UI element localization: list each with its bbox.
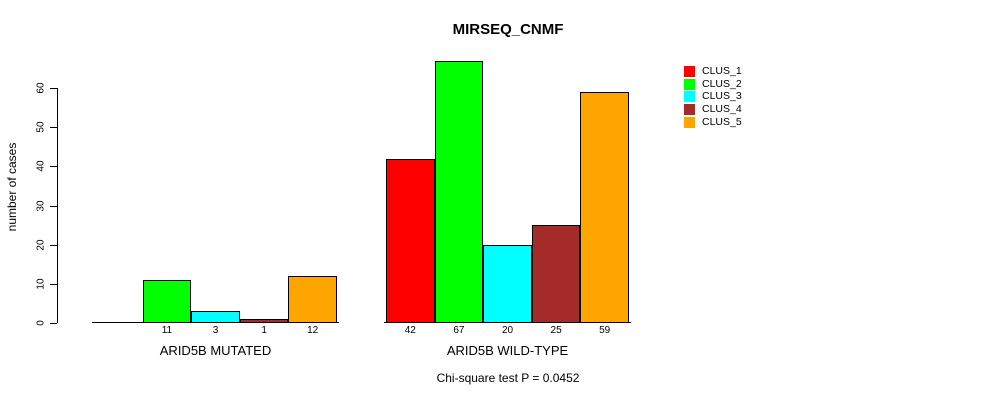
bar-clus_3	[483, 244, 532, 323]
y-tick-label: 40	[35, 160, 47, 172]
y-tick-label: 50	[35, 121, 47, 133]
bar-value-label: 12	[307, 325, 319, 336]
legend-item: CLUS_2	[684, 77, 742, 90]
y-tick	[50, 244, 57, 246]
legend-swatch-icon	[684, 78, 695, 90]
legend-label: CLUS_3	[702, 90, 742, 103]
legend-item: CLUS_3	[684, 90, 742, 103]
y-tick-label: 0	[35, 320, 47, 326]
y-tick	[50, 166, 57, 168]
y-tick	[50, 283, 57, 285]
bar-value-label: 3	[212, 325, 219, 336]
legend-swatch-icon	[684, 66, 695, 77]
legend-label: CLUS_4	[702, 103, 742, 116]
bar-clus_5	[288, 276, 337, 323]
bar-value-label: 11	[161, 325, 173, 336]
legend-item: CLUS_4	[684, 103, 742, 116]
legend-swatch-icon	[684, 116, 695, 128]
bar-clus_4	[531, 225, 581, 323]
bar-clus_4	[239, 319, 289, 323]
category-label: ARID5B MUTATED	[159, 343, 272, 358]
y-tick-label: 20	[35, 239, 47, 251]
bar-value-label: 1	[261, 325, 267, 336]
legend-item: CLUS_1	[684, 66, 742, 77]
y-tick-label: 30	[35, 199, 47, 212]
bar-clus_2	[434, 60, 484, 323]
y-axis	[57, 88, 58, 323]
legend-label: CLUS_5	[702, 115, 742, 128]
chi-square-annotation: Chi-square test P = 0.0452	[436, 371, 580, 385]
legend-swatch-icon	[684, 91, 695, 103]
bar-value-label: 25	[550, 325, 562, 336]
y-tick	[50, 323, 57, 324]
chart-title: MIRSEQ_CNMF	[452, 21, 564, 38]
bar-value-label: 59	[599, 325, 611, 336]
bar-value-label: 42	[404, 325, 416, 336]
bar-value-label: 67	[453, 325, 465, 336]
y-tick-label: 10	[35, 278, 47, 290]
y-tick-label: 60	[35, 82, 47, 94]
bar-clus_1	[386, 158, 435, 323]
bar-clus_5	[580, 91, 629, 323]
bar-value-label: 20	[501, 325, 514, 336]
legend-item: CLUS_5	[684, 115, 742, 128]
y-tick	[50, 127, 57, 129]
y-tick	[50, 205, 57, 207]
bar-clus_2	[142, 279, 192, 323]
legend-label: CLUS_2	[702, 77, 742, 90]
y-tick	[50, 88, 57, 89]
legend-label: CLUS_1	[702, 65, 742, 77]
legend-swatch-icon	[684, 104, 695, 116]
bar-clus_3	[191, 311, 240, 323]
category-label: ARID5B WILD-TYPE	[446, 343, 569, 358]
